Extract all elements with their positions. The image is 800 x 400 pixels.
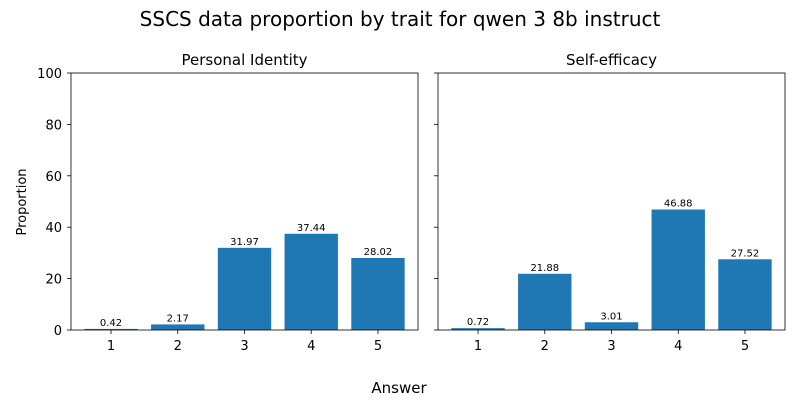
x-tick-label: 3 <box>240 339 248 354</box>
data-label: 0.72 <box>467 317 489 328</box>
data-label: 2.17 <box>167 313 189 324</box>
x-tick-label: 2 <box>174 339 182 354</box>
x-tick-label: 5 <box>741 339 749 354</box>
bar <box>217 247 272 330</box>
panel-1: Personal Identity 0.42 2.17 31.97 37.44 28.02… <box>37 51 419 354</box>
x-tick-label: 3 <box>607 339 615 354</box>
bar <box>284 233 338 330</box>
x-axis-label: Answer <box>371 379 427 397</box>
data-label: 3.01 <box>600 311 622 322</box>
data-label: 31.97 <box>230 237 259 248</box>
x-tick-label: 4 <box>307 339 315 354</box>
bar <box>451 328 505 330</box>
data-label: 46.88 <box>664 199 693 210</box>
x-tick-label: 1 <box>107 339 115 354</box>
y-tick-label: 80 <box>45 118 62 133</box>
bar <box>351 257 405 330</box>
bar <box>151 324 205 330</box>
bar <box>84 328 138 330</box>
y-axis-label: Proportion <box>15 168 30 235</box>
data-label: 27.52 <box>731 248 760 259</box>
panels: Personal Identity 0.42 2.17 31.97 37.44 28.02… <box>37 51 786 354</box>
y-tick-label: 20 <box>45 273 62 288</box>
data-label: 0.42 <box>100 318 122 329</box>
x-tick-label: 4 <box>674 339 682 354</box>
plot-frame <box>70 72 419 331</box>
y-tick-label: 60 <box>45 170 62 185</box>
bar <box>584 322 639 330</box>
data-label: 37.44 <box>297 223 326 234</box>
x-tick-label: 1 <box>474 339 482 354</box>
x-tick-label: 5 <box>374 339 382 354</box>
y-tick-label: 40 <box>45 221 62 236</box>
x-tick-label: 2 <box>541 339 549 354</box>
bar <box>518 273 572 330</box>
panel-2: Self-efficacy 0.72 21.88 3.01 46.88 27.52 1 2 3 4… <box>434 51 786 354</box>
y-tick-label: 0 <box>54 324 62 339</box>
panel-title: Self-efficacy <box>566 51 657 69</box>
data-label: 28.02 <box>364 247 393 258</box>
plot-frame <box>437 72 786 331</box>
y-tick-label: 100 <box>37 67 62 82</box>
bar <box>718 259 772 330</box>
figure-title: SSCS data proportion by trait for qwen 3… <box>140 7 661 31</box>
data-label: 21.88 <box>530 263 559 274</box>
panel-title: Personal Identity <box>181 51 307 69</box>
bar <box>651 209 705 330</box>
